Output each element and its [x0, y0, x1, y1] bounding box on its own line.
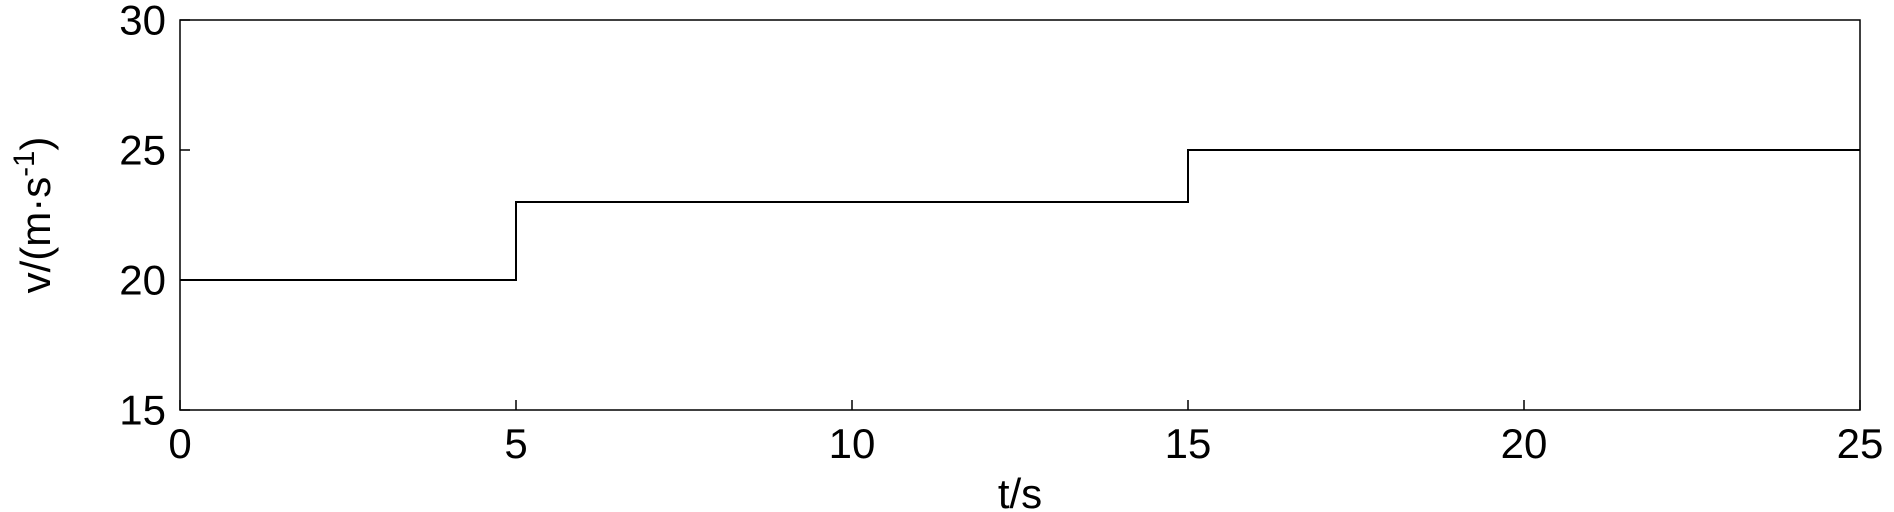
x-tick-label: 0	[168, 420, 191, 467]
chart-svg: 051015202515202530t/sv/(m·s-1)	[0, 0, 1894, 512]
x-tick-label: 5	[504, 420, 527, 467]
x-tick-label: 25	[1837, 420, 1884, 467]
y-tick-label: 25	[119, 127, 166, 174]
y-tick-label: 30	[119, 0, 166, 44]
y-tick-label: 20	[119, 257, 166, 304]
velocity-chart: 051015202515202530t/sv/(m·s-1)	[0, 0, 1894, 512]
x-tick-label: 20	[1501, 420, 1548, 467]
y-tick-label: 15	[119, 387, 166, 434]
chart-background	[0, 0, 1894, 512]
x-tick-label: 15	[1165, 420, 1212, 467]
x-tick-label: 10	[829, 420, 876, 467]
x-axis-label: t/s	[998, 470, 1042, 512]
